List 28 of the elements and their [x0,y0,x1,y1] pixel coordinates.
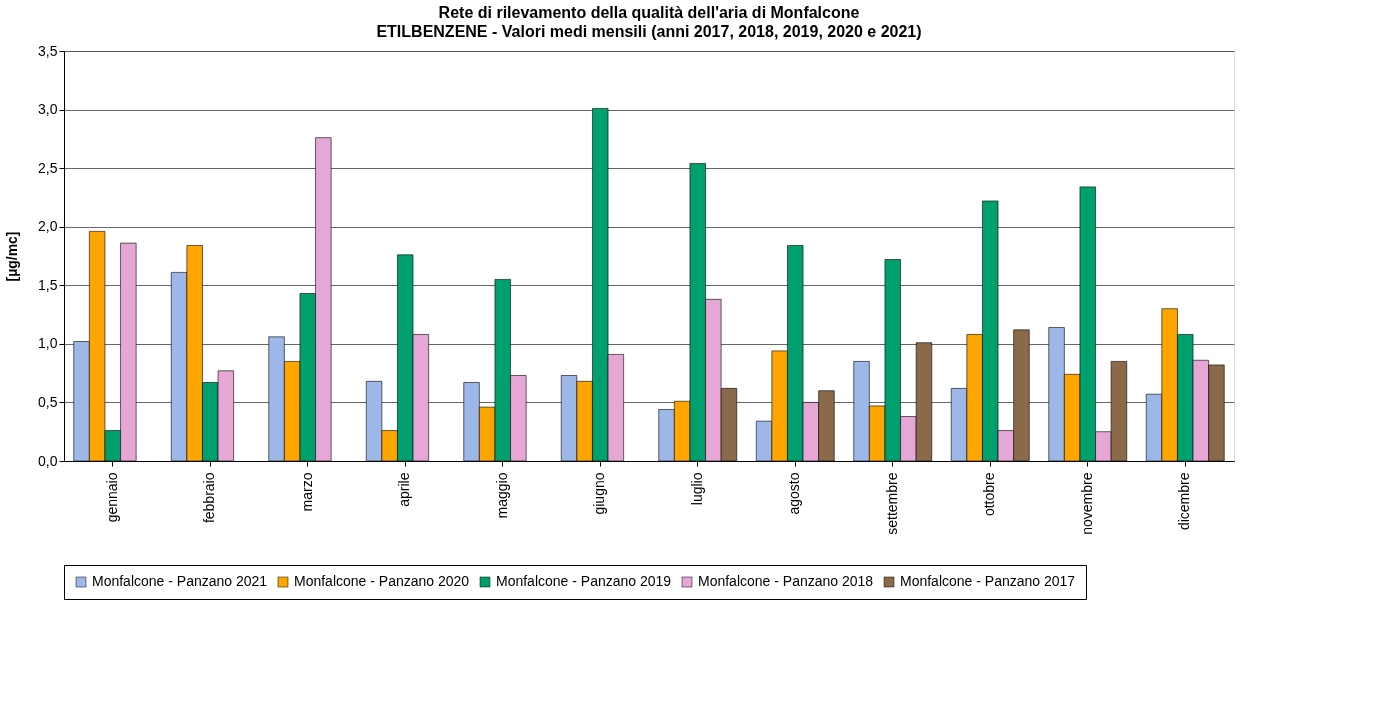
x-tick-label: gennaio [103,472,120,523]
x-tick-label: luglio [688,472,705,506]
legend-label: Monfalcone - Panzano 2019 [496,573,672,589]
legend-label: Monfalcone - Panzano 2021 [92,573,268,589]
x-tick-label: novembre [1078,472,1095,535]
y-axis-title: [µg/mc] [4,231,21,282]
x-tick-label: febbraio [201,472,218,524]
chart-title: Rete di rilevamento della qualità dell'aria di Monfalcone [438,4,860,21]
legend-label: Monfalcone - Panzano 2017 [900,573,1076,589]
y-tick-label: 2,0 [38,218,58,235]
y-tick-label: 1,5 [38,276,58,293]
y-tick-label: 0,0 [38,452,58,469]
chart-subtitle: ETILBENZENE - Valori medi mensili (anni 2017, 2018, 2019, 2020 e 2021) [376,23,922,40]
x-tick-label: marzo [298,472,315,512]
legend-label: Monfalcone - Panzano 2020 [294,573,470,589]
legend-label: Monfalcone - Panzano 2018 [698,573,874,589]
x-tick-label: dicembre [1176,472,1193,531]
x-tick-label: ottobre [981,472,998,517]
y-tick-label: 1,0 [38,335,58,352]
y-tick-label: 0,5 [38,393,58,410]
x-tick-label: agosto [786,472,803,515]
x-tick-label: giugno [591,472,608,515]
x-tick-label: aprile [396,472,413,507]
y-tick-label: 3,0 [38,101,58,118]
x-tick-label: settembre [883,472,900,535]
y-tick-label: 3,5 [38,42,58,59]
x-tick-label: maggio [493,472,510,519]
y-tick-label: 2,5 [38,159,58,176]
